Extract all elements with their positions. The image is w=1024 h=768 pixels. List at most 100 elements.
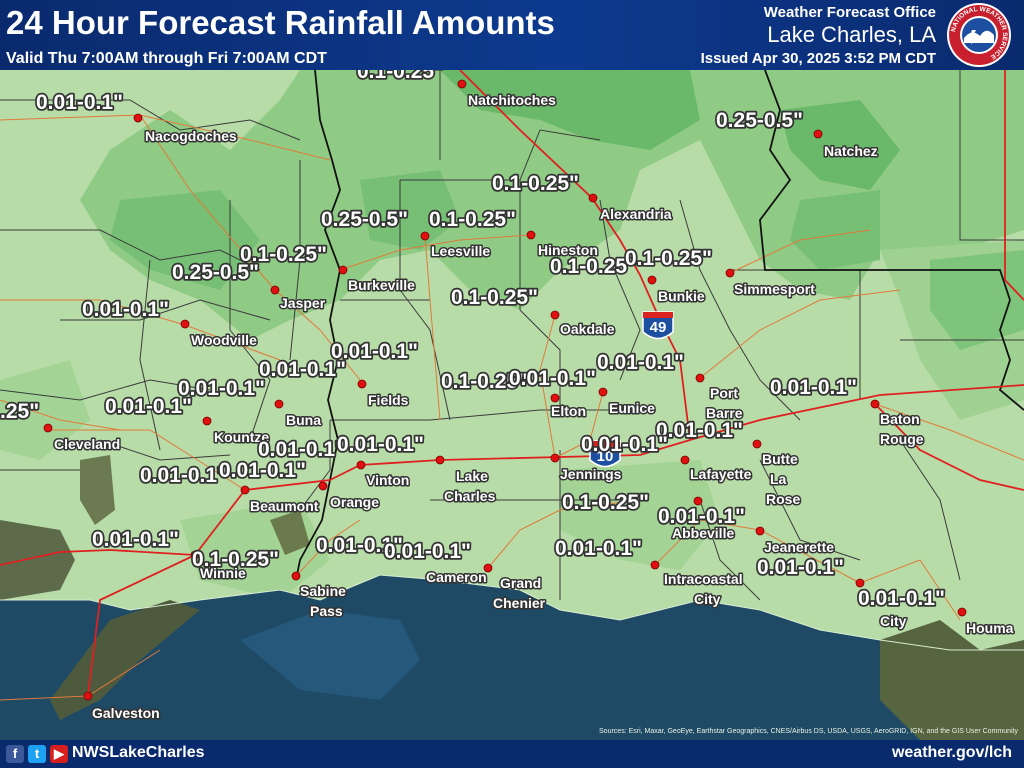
city-dot <box>650 560 660 570</box>
county-line <box>729 329 801 421</box>
zone-medium-south <box>560 460 720 570</box>
website-link[interactable]: weather.gov/lch <box>891 744 1012 761</box>
amount-label: 0.01-0.1" <box>597 351 684 374</box>
amount-label: 0.01-0.1" <box>258 438 345 461</box>
road <box>50 429 246 491</box>
city-label-jasper: Jasper <box>280 295 326 311</box>
amount-label: 0.01-0.1" <box>337 433 424 456</box>
city-dot <box>190 550 200 560</box>
bolivar-peninsula <box>50 600 200 720</box>
amount-label: 0.01-0.1" <box>770 376 857 399</box>
county-line <box>0 379 211 401</box>
amount-label: 0.25-0.5" <box>172 261 259 284</box>
city-label-baton-rouge: Baton Rouge <box>880 411 924 447</box>
city-dot <box>43 423 53 433</box>
interstate-shield-icon <box>589 440 621 468</box>
amount-label: 0.1-0.25" <box>550 255 637 278</box>
city-dot <box>338 265 348 275</box>
interstate-shield-10: 10 <box>589 440 621 468</box>
office-label: Weather Forecast Office <box>763 4 936 21</box>
city-label-simmesport: Simmesport <box>734 281 815 297</box>
city-label-butte-la-rose: Butte La Rose <box>762 451 802 507</box>
city-label-houma: Houma <box>966 620 1014 636</box>
interstate-49 <box>459 70 691 441</box>
twitter-icon[interactable]: t <box>28 745 46 763</box>
city-dot <box>647 275 657 285</box>
city-dot <box>83 691 93 701</box>
city-label-kountze: Kountze <box>214 429 269 445</box>
city-label-fields: Fields <box>368 392 409 408</box>
road <box>874 403 1024 461</box>
amount-label: 0.01-0.1" <box>331 340 418 363</box>
city-label-vinton: Vinton <box>366 472 409 488</box>
interstate-shield-49: 49 <box>642 311 674 340</box>
facebook-icon[interactable]: f <box>6 745 24 763</box>
city-label-oakdale: Oakdale <box>560 321 615 337</box>
city-dot <box>270 285 280 295</box>
amount-label: 0.01-0.1" <box>219 459 306 482</box>
county-borders <box>0 70 1024 601</box>
city-dot <box>957 607 967 617</box>
amount-label: 0.01-0.1" <box>105 395 192 418</box>
social-handle[interactable]: NWSLakeCharles <box>72 744 205 761</box>
city-label-line: City <box>694 591 721 607</box>
city-label-jennings: Jennings <box>560 466 622 482</box>
interstates <box>0 70 1024 697</box>
zone-medium-west <box>0 360 90 460</box>
zone-dark-leesville <box>360 170 460 250</box>
city-label-intracoastal-city: Intracoastal City <box>664 571 746 607</box>
amount-label: 0.01-0.1" <box>858 587 945 610</box>
road <box>0 114 331 161</box>
nws-logo-icon[interactable]: NATIONAL WEATHER SERVICE <box>946 2 1012 68</box>
amount-label: 0.1-0.25" <box>357 70 444 83</box>
amount-label: 0.01-0.1" <box>658 505 745 528</box>
city-dot <box>752 439 762 449</box>
amount-label: 0.01-0.1" <box>82 298 169 321</box>
county-line <box>0 229 261 271</box>
roads <box>0 114 1024 701</box>
city-dots <box>43 79 967 701</box>
county-line <box>679 199 731 331</box>
amount-label: 0.1-0.25" <box>562 491 649 514</box>
amount-label: 0.25-0.5" <box>321 208 408 231</box>
youtube-icon[interactable]: ▶ <box>50 745 68 763</box>
city-dot <box>680 455 690 465</box>
county-line <box>299 420 331 511</box>
county-line <box>330 409 640 421</box>
road <box>0 299 281 361</box>
road <box>487 499 641 569</box>
county-line <box>519 309 561 410</box>
gulf-water <box>0 575 1024 740</box>
county-line <box>519 129 601 181</box>
city-label-line: Barre <box>706 405 743 421</box>
city-dot <box>318 481 328 491</box>
county-line <box>959 70 1024 241</box>
zone-dark-far-east <box>930 250 1024 350</box>
city-label-winnie: Winnie <box>200 565 246 581</box>
city-label-line: Grand <box>500 575 541 591</box>
city-dot <box>133 113 143 123</box>
road <box>729 229 871 274</box>
city-label-sabine-pass: Sabine Pass <box>300 583 350 619</box>
city-label-hineston: Hineston <box>538 242 598 258</box>
amount-label: 0.1-0.25" <box>451 286 538 309</box>
road <box>295 519 361 577</box>
rainfall-map: 49 10 Nacogdoches Natchitoches Natchez A… <box>0 70 1024 740</box>
valid-period: Valid Thu 7:00AM through Fri 7:00AM CDT <box>6 50 327 67</box>
city-label-bunkie: Bunkie <box>658 288 705 304</box>
city-dot <box>435 455 445 465</box>
city-label-line: Lake <box>456 468 488 484</box>
city-label-line: Chenier <box>493 595 546 611</box>
texas-louisiana-border <box>295 70 341 581</box>
city-label-jeanerette: Jeanerette <box>764 539 834 555</box>
shield-band <box>590 441 620 447</box>
zone-dark-east <box>790 190 880 270</box>
amount-label: 0.01-0.1" <box>178 377 265 400</box>
city-label-buna: Buna <box>286 412 321 428</box>
coastline <box>0 574 1024 651</box>
amount-label: 0.01-0.1" <box>92 528 179 551</box>
city-label-line: Rouge <box>880 431 924 447</box>
city-dot <box>588 193 598 203</box>
road <box>0 399 121 431</box>
city-dot <box>356 460 366 470</box>
